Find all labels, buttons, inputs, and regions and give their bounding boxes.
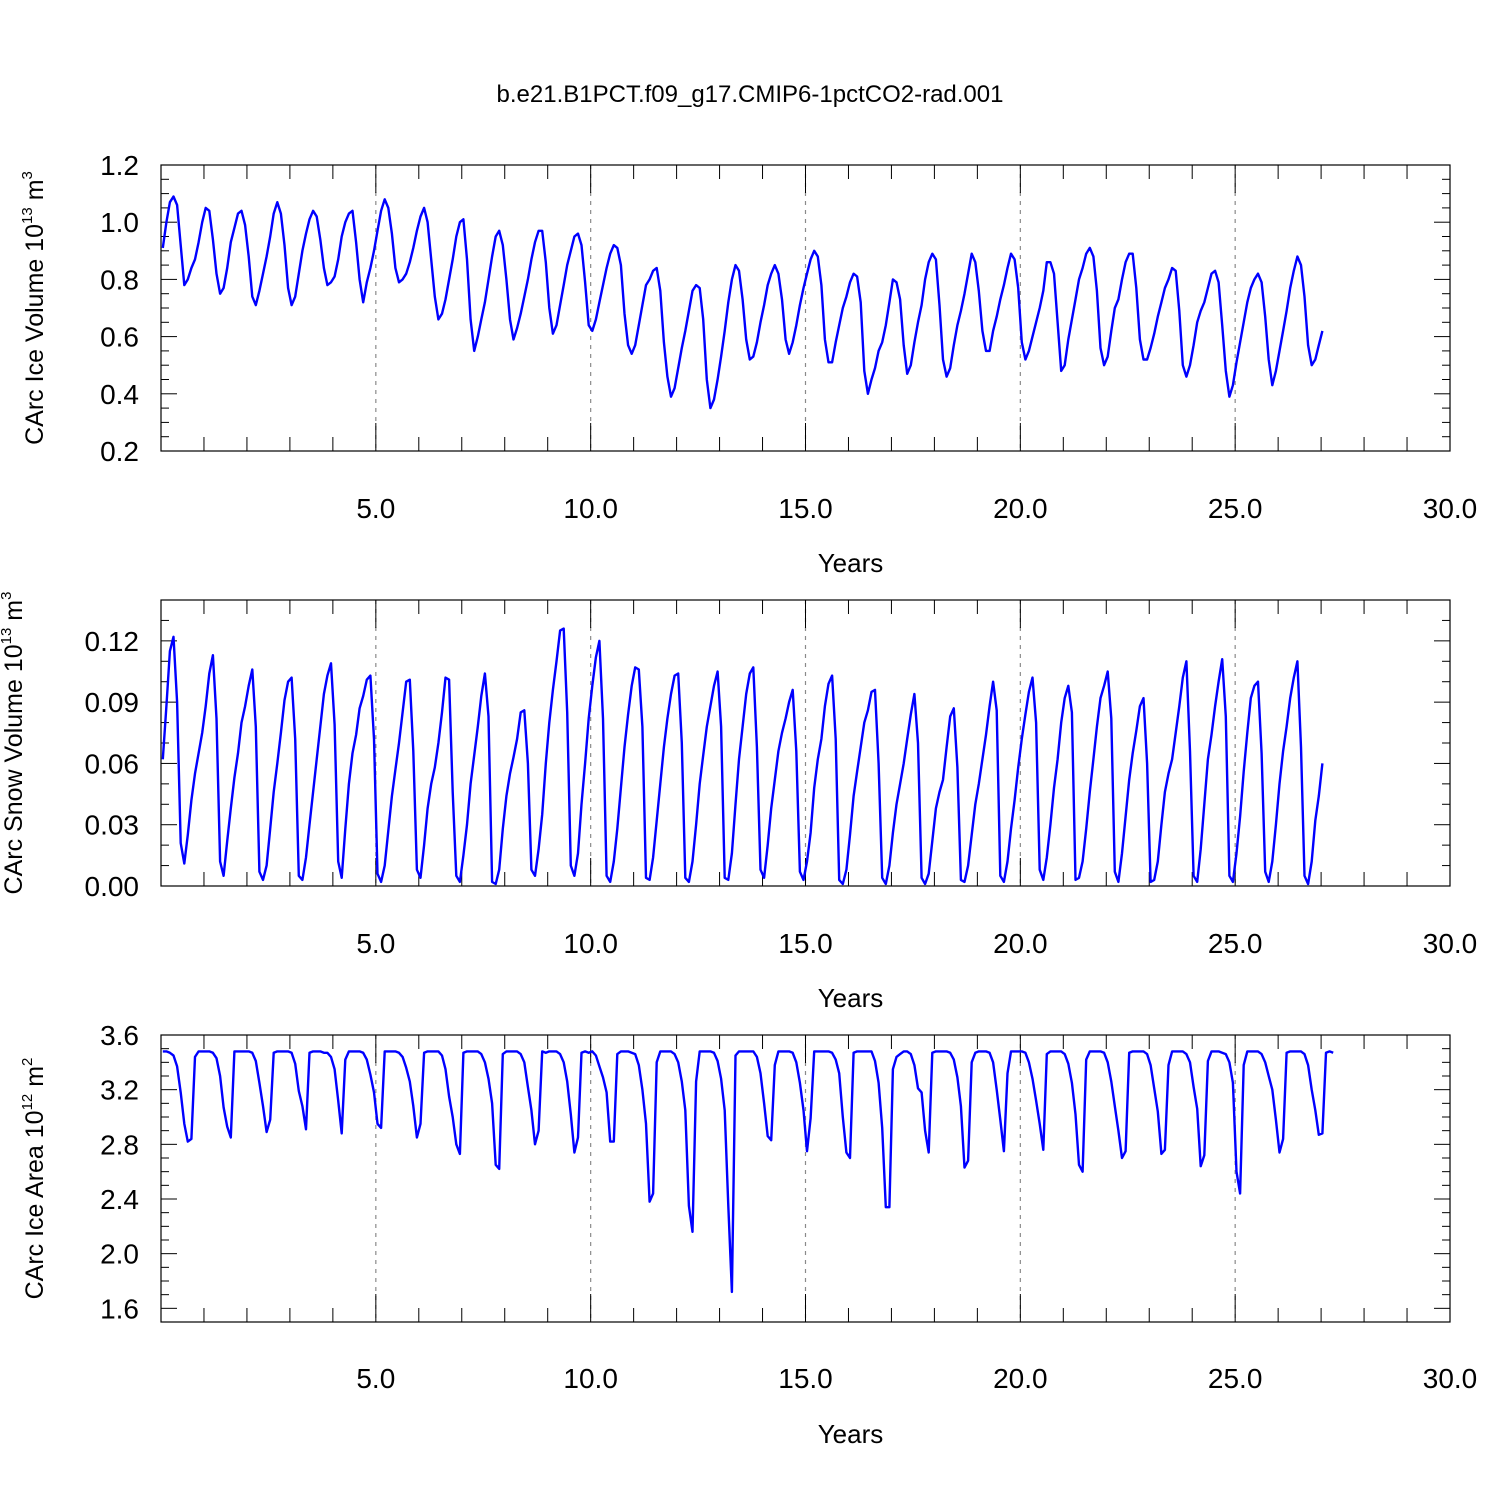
x-tick-label: 5.0 (356, 928, 395, 959)
chart-panel-1: 5.0 10.0 15.0 20.0 25.0 30.0 0.2 0.4 0.6 0.8 1.0 1.… (19, 150, 1477, 578)
y-axis-label-superscript: 2 (19, 1058, 36, 1066)
y-axis-label-superscript: 12 (19, 1094, 36, 1111)
y-axis-label-part: CArc Ice Area 10 (21, 1110, 49, 1299)
x-axis-label: Years (818, 983, 884, 1013)
y-axis-label-part: m (21, 179, 49, 207)
y-tick-label: 2.0 (100, 1239, 139, 1270)
y-tick-label: 0.6 (100, 322, 139, 353)
y-axis-label-superscript: 3 (0, 592, 15, 600)
y-tick-label: 1.2 (100, 150, 139, 181)
x-tick-label: 15.0 (778, 493, 833, 524)
y-axis-label-part: CArc Snow Volume 10 (0, 644, 28, 894)
x-tick-label: 5.0 (356, 1363, 395, 1394)
figure-title: b.e21.B1PCT.f09_g17.CMIP6-1pctCO2-rad.00… (497, 81, 1004, 108)
plot-frame (160, 599, 1451, 887)
x-tick-label: 15.0 (778, 1363, 833, 1394)
chart-panel-2: 5.0 10.0 15.0 20.0 25.0 30.0 0.00 0.03 0.06 0.09 0… (0, 592, 1477, 1013)
y-tick-label: 0.00 (85, 871, 140, 902)
x-tick-label: 15.0 (778, 928, 833, 959)
plot-frame (160, 164, 1451, 452)
x-axis-label: Years (818, 1419, 884, 1449)
y-axis-label: CArc Ice Area 1012 m2 (19, 1058, 49, 1300)
x-tick-label: 10.0 (563, 493, 618, 524)
y-tick-label: 3.6 (100, 1020, 139, 1051)
y-axis-label-part: m (0, 600, 28, 628)
plot-frame (160, 1034, 1451, 1323)
series-line (161, 195, 1324, 410)
series-line (161, 627, 1324, 886)
y-tick-label: 1.0 (100, 207, 139, 238)
y-tick-label: 0.4 (100, 379, 139, 410)
y-tick-label: 0.12 (85, 626, 140, 657)
x-axis-label: Years (818, 548, 884, 578)
y-tick-label: 1.6 (100, 1293, 139, 1324)
x-tick-label: 25.0 (1208, 1363, 1263, 1394)
y-axis-label-superscript: 3 (19, 171, 36, 179)
y-tick-label: 0.06 (85, 748, 140, 779)
series-line (162, 1050, 1334, 1294)
y-axis-label-superscript: 13 (0, 628, 15, 645)
y-tick-label: 3.2 (100, 1075, 139, 1106)
y-axis-label: CArc Snow Volume 1013 m3 (0, 592, 28, 895)
y-tick-label: 2.4 (100, 1184, 139, 1215)
x-tick-label: 25.0 (1208, 928, 1263, 959)
x-tick-label: 25.0 (1208, 493, 1263, 524)
x-tick-label: 30.0 (1423, 1363, 1478, 1394)
y-axis-label: CArc Ice Volume 1013 m3 (19, 171, 49, 445)
x-tick-label: 5.0 (356, 493, 395, 524)
y-tick-label: 0.8 (100, 264, 139, 295)
y-tick-label: 0.2 (100, 436, 139, 467)
y-tick-label: 0.09 (85, 687, 140, 718)
y-tick-label: 2.8 (100, 1129, 139, 1160)
y-axis-label-part: CArc Ice Volume 10 (21, 224, 49, 445)
x-tick-label: 10.0 (563, 1363, 618, 1394)
y-axis-label-superscript: 13 (19, 207, 36, 224)
x-tick-label: 30.0 (1423, 928, 1478, 959)
x-tick-label: 20.0 (993, 493, 1048, 524)
chart-panel-3: 5.0 10.0 15.0 20.0 25.0 30.0 1.6 2.0 2.4 2.8 3.2 3.… (19, 1020, 1477, 1449)
x-tick-label: 20.0 (993, 928, 1048, 959)
panels: 5.0 10.0 15.0 20.0 25.0 30.00.20.40.60.81.01.… (0, 150, 1477, 1449)
y-tick-label: 0.03 (85, 810, 140, 841)
y-axis-label-part: m (21, 1066, 49, 1094)
x-tick-label: 10.0 (563, 928, 618, 959)
x-tick-label: 20.0 (993, 1363, 1048, 1394)
x-tick-label: 30.0 (1423, 493, 1478, 524)
